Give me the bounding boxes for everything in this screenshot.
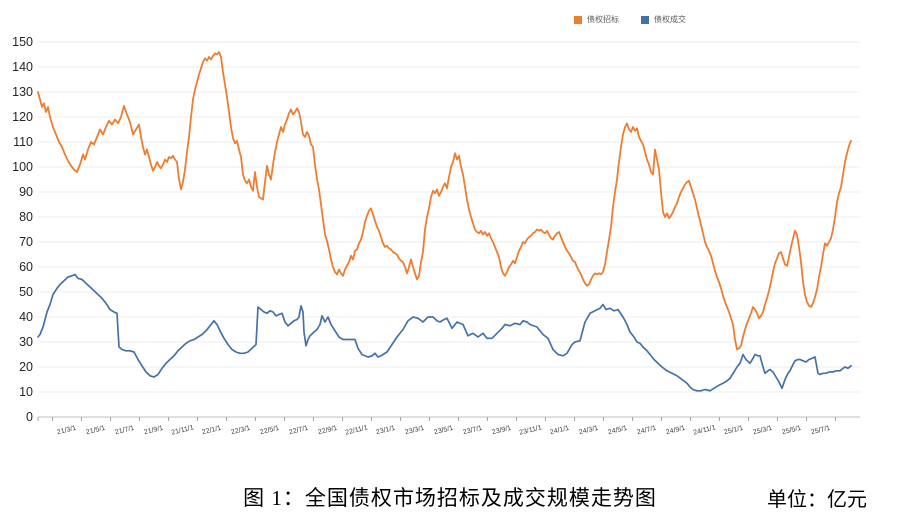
x-axis-tick-label: 24/7/1 [636,425,657,437]
y-axis-tick-label: 100 [12,160,33,174]
y-axis-tick-label: 90 [19,185,33,199]
y-axis-tick-label: 50 [19,285,33,299]
x-axis-tick-label: 23/7/1 [462,425,483,437]
x-axis-tick-label: 25/3/1 [752,425,773,437]
legend-label-tender: 债权招标 [587,15,619,24]
legend-label-deal: 债权成交 [654,15,686,24]
legend-item-deal[interactable]: 债权成交 [641,16,686,24]
deal-series-swatch-icon [641,16,649,24]
x-axis-tick-label: 22/9/1 [317,425,338,437]
x-axis-tick-label: 22/1/1 [201,425,222,437]
y-axis-tick-label: 30 [19,335,33,349]
x-axis-tick-label: 25/5/1 [781,425,802,437]
x-axis-tick-label: 24/1/1 [549,425,570,437]
x-axis-tick-label: 23/1/1 [375,425,396,437]
x-axis-tick-label: 21/5/1 [85,425,106,437]
x-axis-tick-label: 24/3/1 [578,425,599,437]
x-axis-tick-label: 21/7/1 [114,425,135,437]
x-axis-tick-label: 21/11/1 [171,424,195,436]
trend-chart: 0 10 20 30 40 50 60 70 80 90 100 110 120 130 140 150 21/… [12,16,860,437]
legend-item-tender[interactable]: 债权招标 [574,16,619,24]
x-axis-tick-label: 21/9/1 [143,425,164,437]
y-axis-tick-label: 0 [26,410,33,424]
y-axis-tick-label: 150 [12,35,33,49]
x-axis-tick-label: 22/7/1 [288,425,309,437]
y-axis-tick-label: 20 [19,360,33,374]
y-axis-tick-label: 130 [12,85,33,99]
y-axis-tick-label: 110 [13,135,33,149]
series-line-deal [37,273,852,392]
tender-series-swatch-icon [574,16,582,24]
x-axis-tick-label: 21/3/1 [56,425,77,437]
x-axis-tick-label: 25/1/1 [723,425,744,437]
series-line-tender [37,51,852,351]
y-axis-tick-label: 60 [19,260,33,274]
caption-row: 图 1：全国债权市场招标及成交规模走势图 单位：亿元 [0,476,900,522]
y-axis-tick-label: 40 [19,310,33,324]
y-axis-tick-label: 140 [12,60,33,74]
y-axis-tick-label: 10 [19,385,33,399]
x-axis-tick-label: 23/11/1 [519,424,543,436]
y-axis-tick-label: 80 [19,210,33,224]
figure-caption: 图 1：全国债权市场招标及成交规模走势图 [243,486,657,510]
chart-legend: 债权招标 债权成交 [574,16,686,24]
x-axis-tick-label: 22/3/1 [230,425,251,437]
chart-svg: 0 10 20 30 40 50 60 70 80 90 100 110 120 130 140 150 21/… [12,35,860,437]
x-axis-tick-label: 24/9/1 [665,425,686,437]
x-axis-tick-label: 24/11/1 [693,424,717,436]
y-axis-tick-label: 120 [12,110,33,124]
unit-label: 单位：亿元 [767,489,867,511]
x-axis-tick-label: 24/5/1 [607,425,628,437]
x-axis-tick-label: 22/11/1 [345,424,369,436]
y-axis-tick-label: 70 [19,235,33,249]
x-axis-tick-label: 23/3/1 [404,425,425,437]
x-axis-tick-label: 22/5/1 [259,425,280,437]
x-axis-tick-label: 23/9/1 [491,425,512,437]
x-axis-tick-label: 23/5/1 [433,425,454,437]
x-axis-tick-label: 25/7/1 [810,425,831,437]
